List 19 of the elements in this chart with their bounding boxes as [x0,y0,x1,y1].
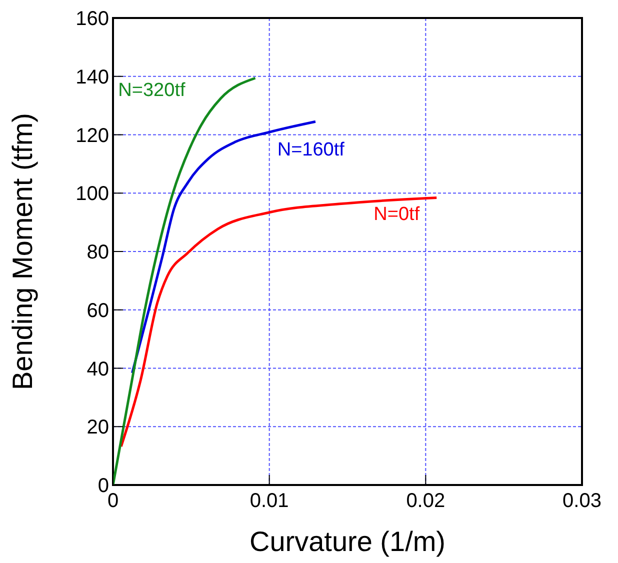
y-axis-title: Bending Moment (tfm) [6,113,38,390]
y-tick-label: 40 [86,358,109,380]
series-label: N=160tf [277,140,346,161]
x-axis-title: Curvature (1/m) [249,526,446,557]
y-tick-label: 0 [98,475,109,498]
y-tick-label: 60 [86,300,109,322]
y-tick-label: 20 [86,416,109,439]
y-tick-label: 100 [76,183,109,206]
line-series [120,196,438,448]
x-tick-label: 0.01 [250,490,289,512]
y-tick-label: 160 [76,8,109,30]
y-tick-label: 120 [76,124,109,147]
y-tick-label: 80 [86,242,109,264]
x-tick-label: 0.03 [562,490,602,512]
series-label: N=0tf [374,204,420,225]
x-tick-label: 0.02 [406,490,446,512]
line-series [113,76,257,485]
y-tick-label: 140 [76,66,109,88]
series-label: N=320tf [118,80,186,102]
